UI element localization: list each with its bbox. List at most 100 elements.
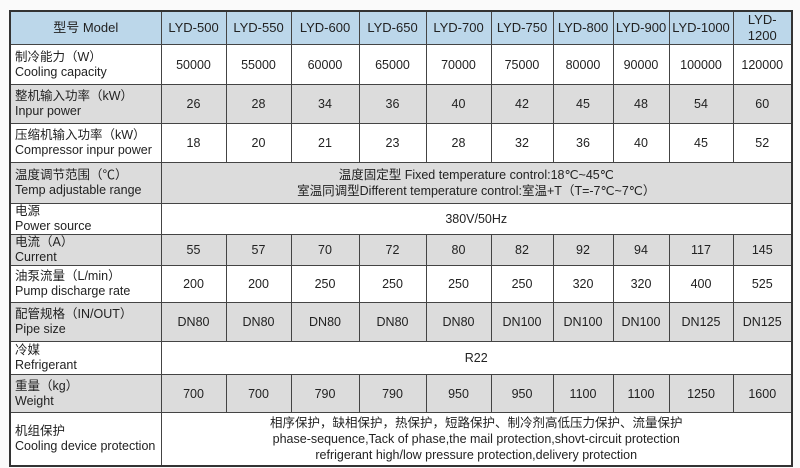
- merged-line: 380V/50Hz: [445, 212, 508, 226]
- row-label-en: Temp adjustable range: [15, 183, 142, 197]
- cell-value: 82: [490, 234, 554, 266]
- model-label: 型号 Model: [9, 10, 162, 45]
- cell-value: 54: [668, 84, 734, 124]
- cell-value: DN125: [668, 302, 734, 342]
- cell-value: 1250: [668, 374, 734, 413]
- cell-value: 42: [490, 84, 554, 124]
- row-label-en: Cooling device protection: [15, 438, 156, 453]
- cell-value: 36: [358, 84, 427, 124]
- cell-value: 34: [290, 84, 360, 124]
- cell-value: 32: [490, 123, 554, 163]
- cell-value: 120000: [732, 44, 793, 85]
- merged-cell: R22: [160, 341, 793, 375]
- cell-value: 40: [425, 84, 492, 124]
- cell-value: 250: [290, 265, 360, 303]
- row-label-en: Weight: [15, 393, 54, 408]
- cell-value: 525: [732, 265, 793, 303]
- cell-value: 70: [290, 234, 360, 266]
- model-name: LYD-650: [358, 10, 427, 45]
- table-row: 制冷能力（W） Cooling capacity 50000 55000 60000 65…: [9, 44, 793, 85]
- cell-value: 45: [552, 84, 614, 124]
- model-name: LYD-700: [425, 10, 492, 45]
- row-label-en: Current: [15, 250, 57, 264]
- cell-value: 1100: [552, 374, 614, 413]
- cell-value: 57: [225, 234, 292, 266]
- cell-value: 950: [490, 374, 554, 413]
- row-label-en: Pipe size: [15, 322, 66, 336]
- row-label-zh: 冷媒: [15, 343, 41, 357]
- cell-value: DN100: [552, 302, 614, 342]
- merged-line: phase-sequence,Tack of phase,the mail pr…: [272, 431, 680, 446]
- cell-value: 100000: [668, 44, 734, 85]
- cell-value: 950: [425, 374, 492, 413]
- row-label: 电流（A） Current: [9, 234, 162, 266]
- cell-value: 320: [552, 265, 614, 303]
- row-label-zh: 压缩机输入功率（kW）: [15, 128, 146, 142]
- cell-value: 60: [732, 84, 793, 124]
- model-name: LYD-750: [490, 10, 554, 45]
- cell-value: 23: [358, 123, 427, 163]
- row-label: 配管规格（IN/OUT） Pipe size: [9, 302, 162, 342]
- row-label-en: Compressor inpur power: [15, 143, 152, 157]
- spec-table: 型号 Model LYD-500 LYD-550 LYD-600 LYD-650 LYD-…: [9, 10, 793, 467]
- cell-value: 94: [612, 234, 670, 266]
- cell-value: 1100: [612, 374, 670, 413]
- table-row: 电流（A） Current 55 57 70 72 80 82 92 94 117 145: [9, 234, 793, 266]
- model-name: LYD-600: [290, 10, 360, 45]
- cell-value: 250: [358, 265, 427, 303]
- cell-value: DN80: [290, 302, 360, 342]
- model-name: LYD-800: [552, 10, 614, 45]
- merged-cell: 380V/50Hz: [160, 203, 793, 235]
- merged-line: 相序保护，缺相保护，热保护，短路保护、制冷剂高低压力保护、流量保护: [269, 415, 683, 430]
- row-label-zh: 电流（A）: [15, 235, 74, 249]
- table-row: 机组保护 Cooling device protection 相序保护，缺相保护，热…: [9, 412, 793, 466]
- table-row: 温度调节范围（℃） Temp adjustable range 温度固定型 Fixe…: [9, 162, 793, 204]
- model-name: LYD-900: [612, 10, 670, 45]
- row-label-zh: 制冷能力（W）: [15, 49, 102, 64]
- table-row: 整机输入功率（kW） Inpur power 26 28 34 36 40 42 45 48 54 6…: [9, 84, 793, 124]
- cell-value: 60000: [290, 44, 360, 85]
- row-label-zh: 温度调节范围（℃）: [15, 168, 128, 182]
- row-label: 温度调节范围（℃） Temp adjustable range: [9, 162, 162, 204]
- cell-value: 200: [225, 265, 292, 303]
- cell-value: 72: [358, 234, 427, 266]
- row-label-en: Cooling capacity: [15, 64, 107, 79]
- cell-value: 65000: [358, 44, 427, 85]
- cell-value: DN80: [425, 302, 492, 342]
- table-row: 电源 Power source 380V/50Hz: [9, 203, 793, 235]
- cell-value: 790: [290, 374, 360, 413]
- merged-cell: 温度固定型 Fixed temperature control:18℃~45℃ 室…: [160, 162, 793, 204]
- cell-value: 40: [612, 123, 670, 163]
- merged-line: R22: [464, 351, 488, 365]
- cell-value: 28: [225, 84, 292, 124]
- merged-line: 室温同调型Different temperature control:室温+T（…: [297, 184, 656, 198]
- cell-value: 250: [425, 265, 492, 303]
- header-row: 型号 Model LYD-500 LYD-550 LYD-600 LYD-650 LYD-…: [9, 10, 793, 45]
- cell-value: 45: [668, 123, 734, 163]
- cell-value: 28: [425, 123, 492, 163]
- cell-value: 55000: [225, 44, 292, 85]
- cell-value: 250: [490, 265, 554, 303]
- cell-value: 700: [225, 374, 292, 413]
- row-label-zh: 配管规格（IN/OUT）: [15, 307, 133, 321]
- cell-value: 48: [612, 84, 670, 124]
- table-row: 重量（kg） Weight 700 700 790 790 950 950 1100 1100 12…: [9, 374, 793, 413]
- cell-value: DN100: [490, 302, 554, 342]
- row-label-en: Refrigerant: [15, 358, 77, 372]
- cell-value: 92: [552, 234, 614, 266]
- row-label: 机组保护 Cooling device protection: [9, 412, 162, 466]
- cell-value: 75000: [490, 44, 554, 85]
- cell-value: DN80: [160, 302, 227, 342]
- cell-value: 90000: [612, 44, 670, 85]
- row-label-en: Inpur power: [15, 104, 82, 118]
- row-label-zh: 整机输入功率（kW）: [15, 89, 134, 103]
- cell-value: 80: [425, 234, 492, 266]
- row-label: 冷媒 Refrigerant: [9, 341, 162, 375]
- row-label-en: Pump discharge rate: [15, 284, 131, 298]
- merged-line: refrigerant high/low pressure protection…: [315, 447, 638, 462]
- cell-value: DN80: [225, 302, 292, 342]
- row-label: 重量（kg） Weight: [9, 374, 162, 413]
- cell-value: 52: [732, 123, 793, 163]
- cell-value: 80000: [552, 44, 614, 85]
- cell-value: 36: [552, 123, 614, 163]
